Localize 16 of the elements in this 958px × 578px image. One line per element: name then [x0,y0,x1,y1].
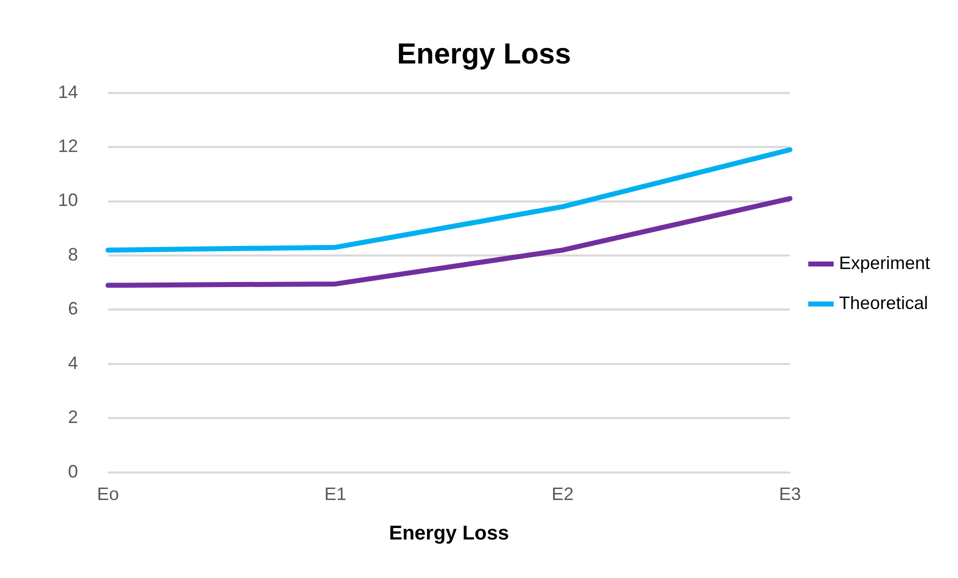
y-tick-label: 4 [68,352,78,373]
legend-label: Theoretical [838,292,928,313]
y-tick-label: 10 [58,190,78,210]
y-tick-label: 12 [58,136,78,156]
x-tick-label: E1 [324,484,346,504]
y-tick-label: 8 [68,244,78,264]
y-tick-label: 0 [68,461,78,482]
legend-label: Experiment [838,252,930,273]
x-tick-label: E3 [778,484,801,504]
y-tick-label: 6 [68,298,78,319]
y-tick-label: 2 [68,407,78,428]
x-tick-label: Eo [97,484,120,504]
chart-title: Energy Loss [396,38,572,70]
x-axis-title: Energy Loss [388,522,510,545]
x-tick-label: E2 [552,484,574,504]
y-tick-label: 14 [58,82,78,102]
